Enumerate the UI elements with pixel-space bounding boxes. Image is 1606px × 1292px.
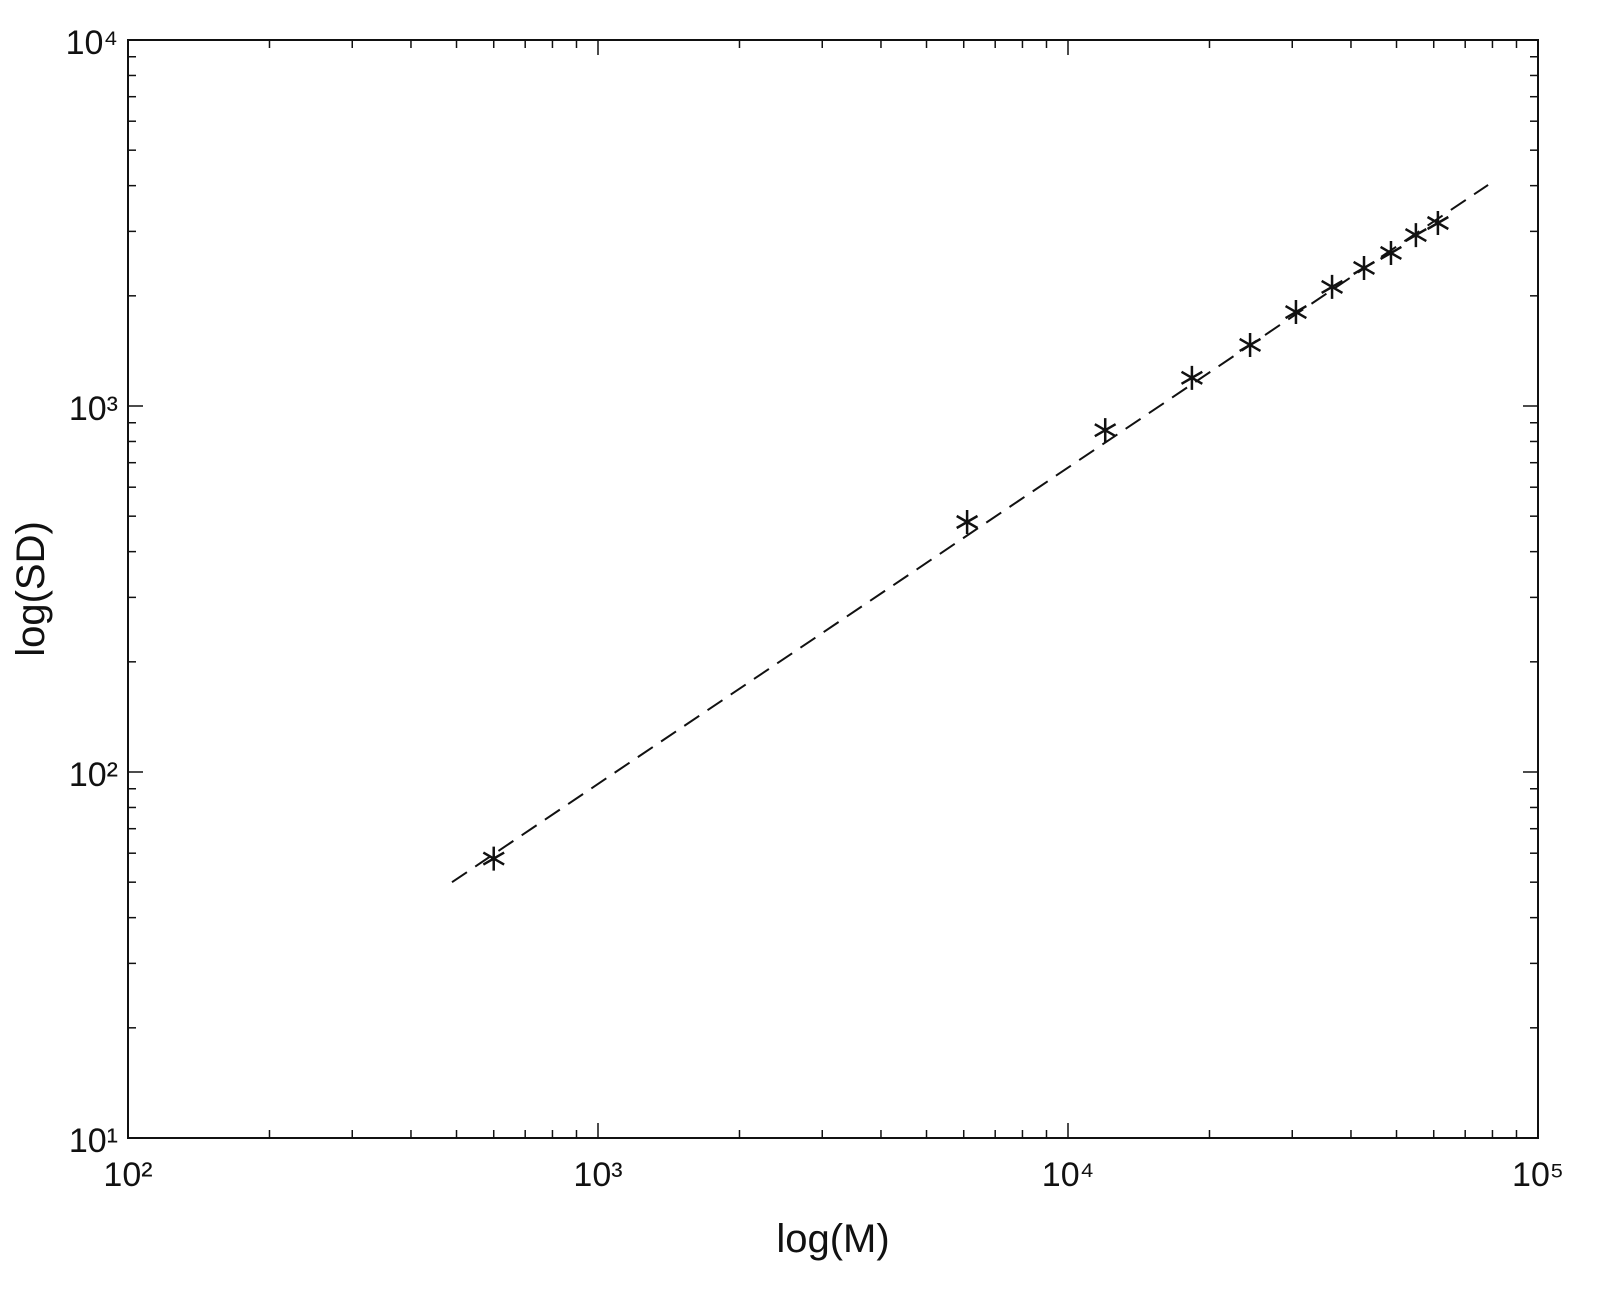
- marker: [1379, 240, 1402, 265]
- marker: [1321, 274, 1344, 299]
- x-tick-label: 10³: [573, 1156, 622, 1194]
- fit-line: [451, 184, 1489, 884]
- x-axis-label: log(M): [776, 1217, 889, 1261]
- x-tick-label: 10⁴: [1042, 1156, 1094, 1194]
- marker: [1352, 255, 1376, 280]
- plot-frame: [127, 39, 1539, 1139]
- y-axis-label: log(SD): [9, 521, 53, 657]
- marker: [1284, 300, 1307, 325]
- marker: [1094, 418, 1117, 443]
- y-tick-label: 10⁴: [66, 24, 118, 62]
- x-tick-label: 10⁵: [1512, 1156, 1564, 1194]
- y-tick-label: 10¹: [69, 1122, 118, 1160]
- y-tick-label: 10³: [69, 390, 118, 428]
- y-tick-label: 10²: [69, 756, 118, 794]
- marker: [1239, 332, 1262, 357]
- marker: [1404, 223, 1427, 248]
- marker: [482, 846, 505, 871]
- marker: [1180, 365, 1203, 390]
- marker: [956, 510, 979, 535]
- marker: [1426, 211, 1449, 236]
- x-tick-label: 10²: [103, 1156, 152, 1194]
